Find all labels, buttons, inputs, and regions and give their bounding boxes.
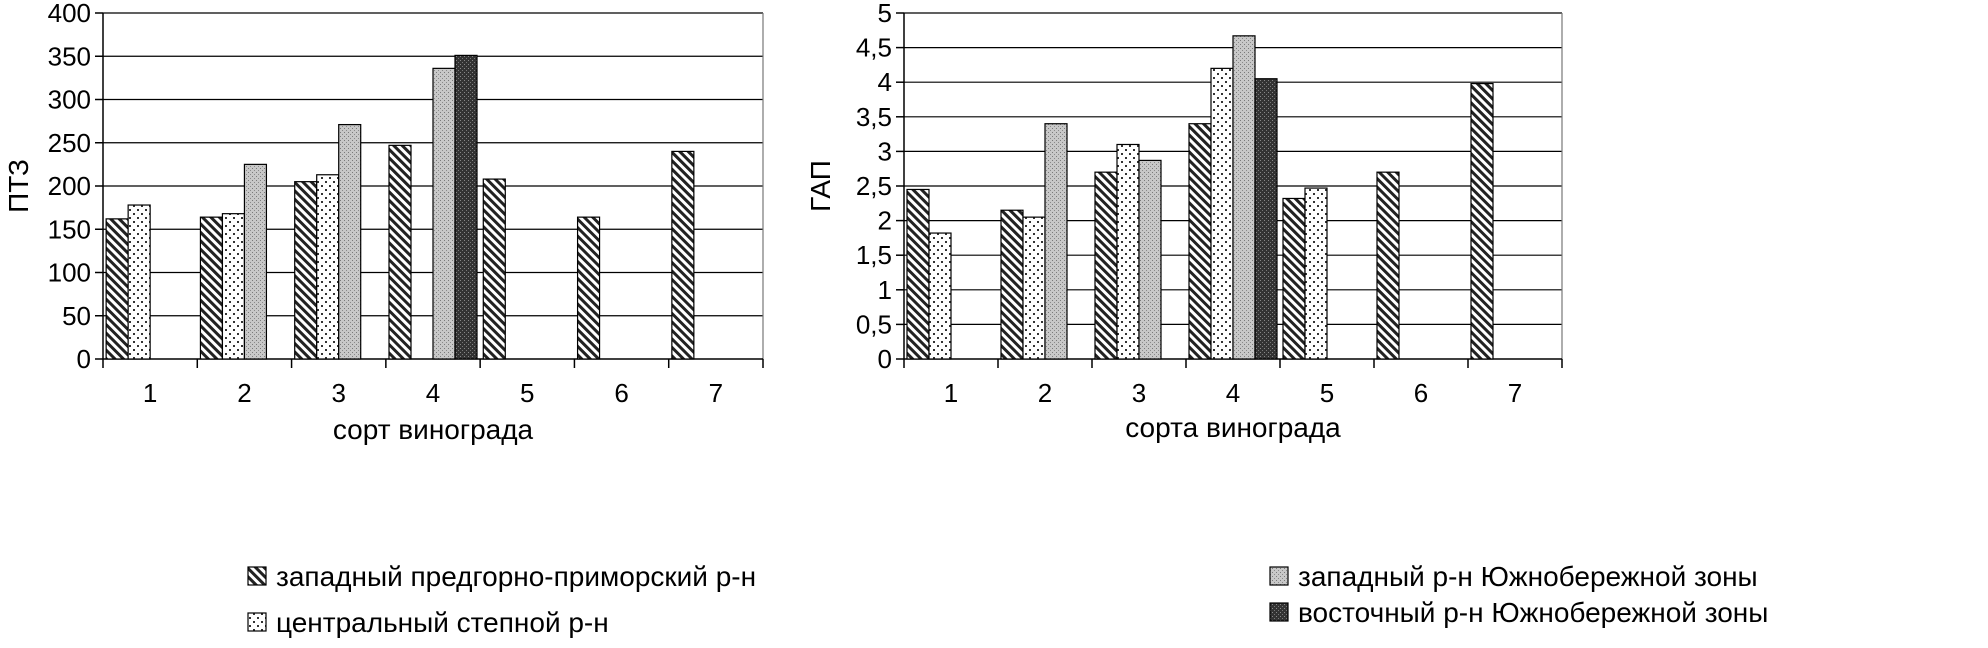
bar xyxy=(1044,123,1068,360)
x-tick-label: 5 xyxy=(1320,378,1334,408)
x-tick-label: 6 xyxy=(614,378,628,408)
y-tick-label: 50 xyxy=(62,301,91,331)
y-tick-label: 350 xyxy=(48,41,91,71)
bar xyxy=(576,216,601,360)
y-tick-label: 2 xyxy=(878,206,892,236)
y-axis-title: ПТЗ xyxy=(3,159,34,213)
y-tick-label: 2,5 xyxy=(856,171,892,201)
x-tick-label: 1 xyxy=(143,378,157,408)
bar xyxy=(1210,67,1234,360)
x-tick-label: 3 xyxy=(1132,378,1146,408)
chart-ptz: 0 50 100 150 200 250 300 350 400 1 2 3 4 5 6 7 ПТЗ сорт в… xyxy=(3,0,764,638)
bar xyxy=(1094,171,1118,360)
bar xyxy=(1470,82,1494,360)
y-tick-label: 3 xyxy=(878,136,892,166)
bar xyxy=(1188,123,1212,360)
y-tick-label: 1 xyxy=(878,275,892,305)
bar xyxy=(221,213,246,360)
bar xyxy=(928,232,952,360)
bar xyxy=(671,150,695,360)
y-tick-label: 300 xyxy=(48,85,91,115)
bar xyxy=(388,144,412,360)
bar xyxy=(454,54,478,360)
bar xyxy=(1116,143,1140,360)
x-tick-label: 4 xyxy=(1226,378,1240,408)
bar xyxy=(105,218,129,360)
y-tick-label: 0 xyxy=(878,344,892,374)
bar xyxy=(199,216,224,360)
y-axis-title: ГАП xyxy=(805,160,836,212)
y-tick-label: 3,5 xyxy=(856,102,892,132)
x-tick-label: 6 xyxy=(1414,378,1428,408)
bar xyxy=(1022,216,1046,360)
bar xyxy=(432,67,456,360)
bar xyxy=(1138,159,1162,360)
bar xyxy=(1376,171,1400,360)
legend-swatch xyxy=(247,566,267,586)
legend-label: центральный степной р-н xyxy=(276,607,609,638)
y-tick-label: 250 xyxy=(48,128,91,158)
y-tick-label: 0 xyxy=(77,344,91,374)
bar xyxy=(127,204,151,360)
bar xyxy=(338,123,362,360)
bar xyxy=(1000,209,1024,360)
y-tick-label: 4,5 xyxy=(856,33,892,63)
x-axis-title: сорта винограда xyxy=(1125,412,1341,443)
y-tick-label: 400 xyxy=(48,0,91,28)
y-tick-label: 200 xyxy=(48,171,91,201)
legend-label: западный р-н Южнобережной зоны xyxy=(1298,561,1758,592)
y-tick-label: 150 xyxy=(48,214,91,244)
x-tick-label: 3 xyxy=(331,378,345,408)
chart-gap: 0 0,5 1 1,5 2 2,5 3 3,5 4 4,5 5 1 2 3 4 5 6 7 ГАП сорта вин… xyxy=(805,0,1768,628)
bar xyxy=(294,181,318,360)
bar xyxy=(1282,197,1306,360)
x-tick-label: 7 xyxy=(709,378,723,408)
x-axis-title: сорт винограда xyxy=(333,414,534,445)
bar xyxy=(316,174,340,360)
bar xyxy=(1254,78,1278,360)
x-tick-label: 2 xyxy=(237,378,251,408)
bar xyxy=(243,163,268,360)
legend-label: восточный р-н Южнобережной зоны xyxy=(1298,597,1768,628)
x-tick-label: 5 xyxy=(520,378,534,408)
x-tick-label: 2 xyxy=(1038,378,1052,408)
y-tick-label: 4 xyxy=(878,67,892,97)
legend-swatch xyxy=(1269,602,1289,622)
y-tick-label: 0,5 xyxy=(856,309,892,339)
x-tick-label: 4 xyxy=(426,378,440,408)
y-tick-label: 5 xyxy=(878,0,892,28)
bar xyxy=(1232,35,1256,360)
y-tick-label: 100 xyxy=(48,258,91,288)
legend-swatch xyxy=(1269,566,1289,586)
bar xyxy=(906,188,930,360)
x-tick-label: 1 xyxy=(944,378,958,408)
y-tick-label: 1,5 xyxy=(856,240,892,270)
bar xyxy=(1304,187,1328,360)
legend-swatch xyxy=(247,612,267,632)
bar xyxy=(482,178,506,360)
legend-label: западный предгорно-приморский р-н xyxy=(276,561,756,592)
x-tick-label: 7 xyxy=(1508,378,1522,408)
